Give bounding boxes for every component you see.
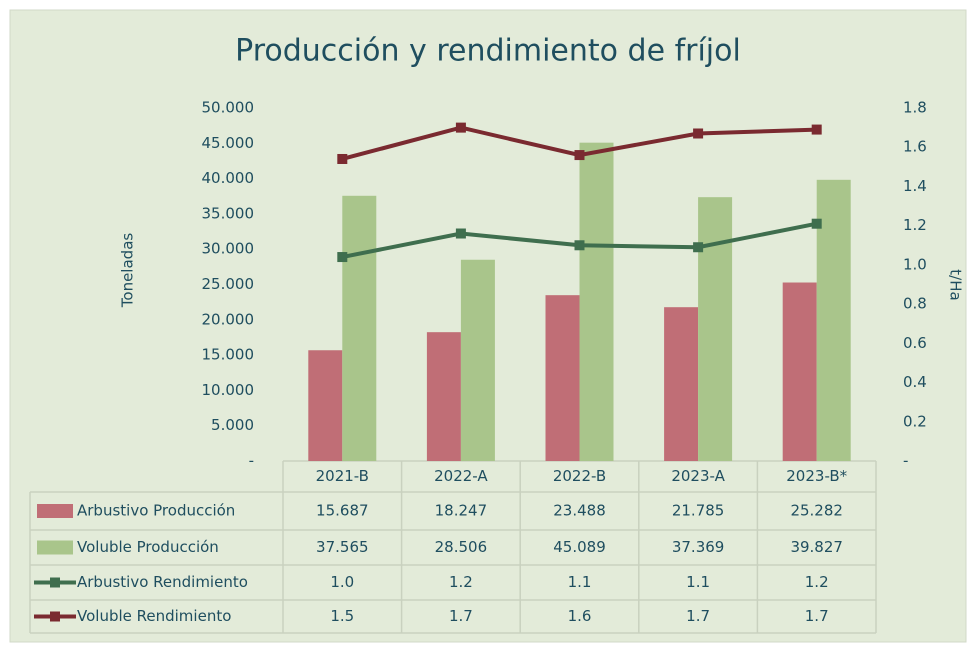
legend-label: Arbustivo Rendimiento bbox=[77, 573, 248, 591]
y-tick-label: 50.000 bbox=[202, 99, 255, 117]
legend-key bbox=[37, 504, 73, 518]
bar bbox=[782, 282, 817, 461]
x-tick-label: 2023-B* bbox=[786, 467, 847, 485]
legend-key-marker bbox=[50, 577, 60, 588]
line-marker bbox=[811, 218, 822, 229]
table-cell: 1.1 bbox=[686, 573, 710, 591]
bar bbox=[545, 295, 580, 461]
bar bbox=[664, 307, 699, 461]
y-tick-label: 15.000 bbox=[202, 346, 255, 364]
line-marker bbox=[693, 128, 704, 139]
x-tick-label: 2022-B bbox=[553, 467, 606, 485]
table-cell: 15.687 bbox=[316, 502, 369, 520]
bar bbox=[460, 259, 495, 461]
y2-tick-label: 1.2 bbox=[903, 216, 927, 234]
legend-key-marker bbox=[50, 611, 60, 622]
legend-label: Voluble Rendimiento bbox=[77, 607, 231, 625]
table-cell: 23.488 bbox=[553, 502, 606, 520]
chart-title: Producción y rendimiento de fríjol bbox=[235, 34, 741, 69]
legend-label: Voluble Producción bbox=[77, 538, 219, 556]
y2-tick-label: 1.0 bbox=[903, 255, 927, 273]
y2-tick-label: 1.6 bbox=[903, 138, 927, 156]
y2-tick-label: 0.2 bbox=[903, 412, 927, 430]
y-axis-label: Toneladas bbox=[119, 233, 137, 309]
bar bbox=[426, 332, 461, 461]
line-marker bbox=[574, 150, 585, 161]
y2-tick-label: 0.4 bbox=[903, 373, 927, 391]
table-cell: 37.565 bbox=[316, 538, 369, 556]
table-cell: 25.282 bbox=[790, 502, 843, 520]
line-marker bbox=[574, 240, 585, 251]
line-marker bbox=[337, 153, 348, 164]
table-cell: 1.1 bbox=[568, 573, 592, 591]
table-cell: 1.7 bbox=[686, 607, 710, 625]
y2-tick-label: 0.6 bbox=[903, 334, 927, 352]
table-cell: 1.7 bbox=[449, 607, 473, 625]
bar bbox=[698, 197, 733, 461]
legend-key bbox=[37, 540, 73, 555]
bar bbox=[342, 195, 377, 461]
table-cell: 1.7 bbox=[805, 607, 829, 625]
y2-tick-label: 0.8 bbox=[903, 295, 927, 313]
y2-tick-label: 1.8 bbox=[903, 99, 927, 117]
line-marker bbox=[455, 228, 466, 239]
bar bbox=[308, 350, 343, 461]
y-tick-label: 20.000 bbox=[202, 310, 255, 328]
table-cell: 1.6 bbox=[568, 607, 592, 625]
y-tick-label: 40.000 bbox=[202, 169, 255, 187]
table-cell: 37.369 bbox=[672, 538, 725, 556]
y2-tick-label: - bbox=[903, 452, 908, 470]
line-marker bbox=[811, 124, 822, 135]
y-tick-label: 5.000 bbox=[211, 416, 254, 434]
table-cell: 21.785 bbox=[672, 502, 725, 520]
table-cell: 18.247 bbox=[435, 502, 488, 520]
line-marker bbox=[693, 242, 704, 253]
line-marker bbox=[337, 252, 348, 263]
y2-axis-label: t/Ha bbox=[947, 269, 965, 300]
y-tick-label: 30.000 bbox=[202, 240, 255, 258]
line-marker bbox=[455, 122, 466, 133]
x-tick-label: 2021-B bbox=[316, 467, 369, 485]
table-cell: 1.5 bbox=[330, 607, 354, 625]
table-cell: 45.089 bbox=[553, 538, 606, 556]
bar bbox=[579, 142, 614, 461]
y2-tick-label: 1.4 bbox=[903, 177, 927, 195]
table-cell: 39.827 bbox=[790, 538, 843, 556]
legend-label: Arbustivo Producción bbox=[77, 502, 235, 520]
x-tick-label: 2023-A bbox=[671, 467, 725, 485]
table-cell: 1.2 bbox=[449, 573, 473, 591]
y-tick-label: - bbox=[249, 452, 254, 470]
y-tick-label: 45.000 bbox=[202, 134, 255, 152]
y-tick-label: 25.000 bbox=[202, 275, 255, 293]
table-cell: 1.2 bbox=[805, 573, 829, 591]
y-tick-label: 10.000 bbox=[202, 381, 255, 399]
bar bbox=[816, 179, 851, 461]
x-tick-label: 2022-A bbox=[434, 467, 488, 485]
table-cell: 1.0 bbox=[330, 573, 354, 591]
table-cell: 28.506 bbox=[435, 538, 488, 556]
y-tick-label: 35.000 bbox=[202, 204, 255, 222]
